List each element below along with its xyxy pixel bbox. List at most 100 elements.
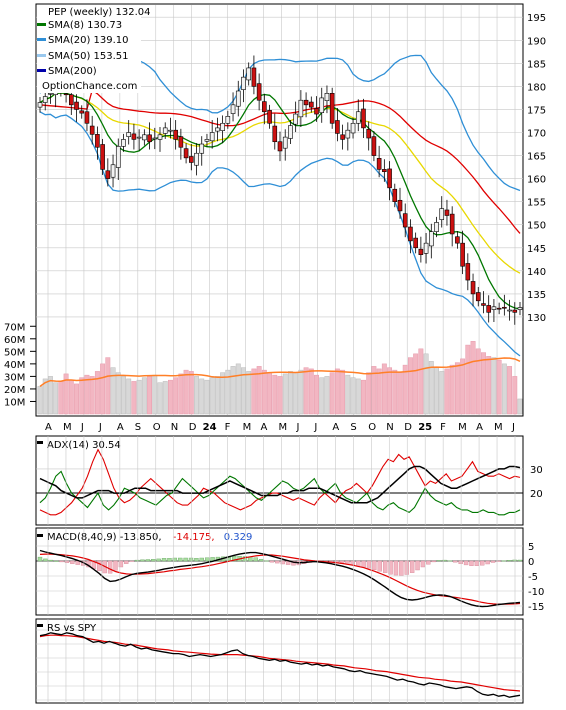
candle-body [376, 158, 382, 170]
macd-histogram-bar [48, 559, 53, 562]
candle-body [340, 134, 345, 140]
candle-body [48, 93, 53, 95]
macd-histogram-bar [512, 559, 517, 562]
price-tick-label: 165 [527, 152, 546, 163]
volume-bar [413, 353, 419, 415]
month-label: N [386, 422, 393, 433]
volume-bar [173, 377, 179, 415]
volume-bar [481, 352, 486, 415]
macd-histogram-bar [161, 558, 167, 562]
adx-axis-ticks: 30 20 [530, 465, 543, 500]
macd-histogram-bar [269, 560, 275, 563]
volume-bar [115, 372, 121, 415]
macd-histogram-bar [43, 558, 48, 562]
month-label: J [511, 422, 515, 433]
candle-body [115, 146, 121, 168]
candle-body [319, 97, 325, 113]
macd-histogram-bar [463, 560, 469, 566]
candle-body [314, 108, 319, 115]
macd-histogram-bar [129, 560, 134, 562]
sma20-line [39, 92, 521, 274]
volume-bar [105, 357, 111, 415]
volume-bar [423, 353, 429, 415]
price-tick-label: 175 [527, 105, 546, 116]
month-label: 24 [203, 422, 217, 433]
macd-tick-label: 0 [528, 557, 534, 568]
month-label: A [261, 422, 268, 433]
macd-histogram-bar [517, 559, 523, 562]
volume-bar [152, 374, 158, 415]
macd-histogram-bar [426, 560, 431, 565]
volume-bar [501, 363, 507, 415]
volume-bar [121, 376, 126, 415]
volume-tick-label: 40M [4, 360, 25, 371]
price-tick-label: 155 [527, 198, 546, 209]
month-label: N [171, 422, 178, 433]
macd-signal-value: -14.175, [173, 532, 215, 543]
candle-body [105, 170, 111, 179]
macd-histogram-bar [183, 557, 188, 562]
candle-body [42, 96, 48, 103]
macd-histogram-bar [53, 560, 59, 562]
price-tick-label: 145 [527, 244, 546, 255]
month-label: F [225, 422, 231, 433]
volume-bar [402, 364, 408, 415]
macd-histogram-bar [37, 556, 43, 562]
rs-gridlines [36, 436, 523, 703]
candle-body [235, 90, 241, 107]
volume-bar [428, 361, 434, 415]
candle-body [298, 99, 304, 118]
macd-histogram-bar [194, 558, 199, 562]
candle-body [199, 143, 205, 154]
volume-bar [68, 379, 74, 415]
candle-body [402, 213, 408, 228]
macd-histogram-bar [64, 560, 70, 563]
candle-body [95, 134, 100, 148]
candle-body [309, 101, 314, 108]
price-panel-frame [35, 3, 524, 417]
month-label: F [440, 422, 446, 433]
macd-tick-label: -10 [528, 587, 544, 598]
macd-histogram-bar [436, 560, 442, 562]
price-panel: 195 190 185 180 175 170 165 160 155 150 145 140 135 1… [4, 3, 546, 417]
volume-bar [84, 374, 90, 415]
month-label: M [279, 422, 288, 433]
macd-histogram-bar [399, 560, 404, 576]
month-label: S [135, 422, 141, 433]
legend-swatch-sma50 [37, 54, 46, 57]
legend-swatch-sma200 [37, 69, 46, 72]
macd-title: MACD(8,40,9) -13.850, [47, 532, 162, 543]
legend-sma8: SMA(8) 130.73 [48, 20, 122, 31]
candle-body [183, 148, 189, 159]
legend-background [37, 5, 141, 93]
macd-histogram-bar [151, 559, 156, 562]
macd-histogram-bar [167, 558, 172, 562]
candle-body [204, 139, 210, 142]
volume-bar [454, 362, 460, 415]
macd-histogram-bar [490, 560, 496, 563]
volume-bar [246, 371, 252, 415]
volume-bar [261, 369, 267, 415]
candle-body [152, 137, 158, 140]
month-label: S [350, 422, 356, 433]
volume-bar [136, 379, 142, 415]
volume-bar [272, 374, 278, 415]
rs-title: RS vs SPY [47, 623, 97, 634]
month-label: J [80, 422, 84, 433]
volume-bar [376, 368, 382, 415]
macd-histogram-bar [264, 560, 269, 562]
sma50-line [39, 89, 521, 234]
month-label: J [295, 422, 299, 433]
volume-bar [460, 358, 466, 415]
price-tick-label: 140 [527, 267, 546, 278]
volume-bar [63, 373, 69, 415]
candle-body [69, 94, 74, 106]
candle-body [507, 309, 512, 312]
macd-histogram-bar [485, 560, 490, 565]
candle-body [246, 67, 251, 81]
volume-bar [157, 382, 163, 415]
volume-bar [392, 369, 398, 415]
macd-title-row: MACD(8,40,9) -13.850, -14.175, 0.329 [47, 532, 252, 543]
volume-bar [381, 363, 387, 415]
volume-bar [371, 366, 377, 415]
